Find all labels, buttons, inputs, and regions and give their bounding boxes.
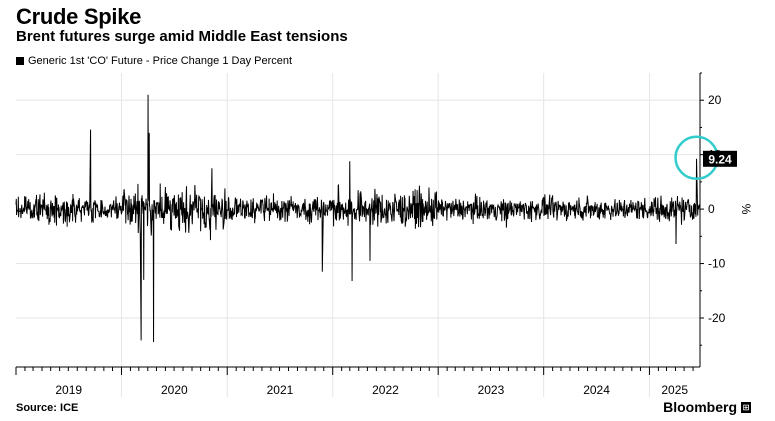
x-year-label: 2022 (372, 383, 399, 397)
legend-label: Generic 1st 'CO' Future - Price Change 1… (28, 55, 293, 67)
y-tick-label: -20 (708, 311, 726, 325)
y-tick-label: -10 (708, 257, 726, 271)
brand-logo: Bloomberg ⊞ (663, 399, 751, 415)
labels-layer: 20100-10-202019202020212022202320242025%… (55, 93, 753, 397)
y-tick-label: 20 (708, 93, 722, 107)
x-year-label: 2019 (55, 383, 82, 397)
grid-layer (16, 73, 700, 397)
last-value-callout-label: 9.24 (708, 152, 732, 166)
axes-layer (15, 72, 704, 375)
x-year-label: 2024 (583, 383, 610, 397)
chart-title: Crude Spike (16, 4, 142, 29)
x-year-label: 2020 (161, 383, 188, 397)
x-year-label: 2023 (478, 383, 505, 397)
x-year-label: 2021 (267, 383, 294, 397)
source-note: Source: ICE (16, 402, 79, 414)
chart-legend: Generic 1st 'CO' Future - Price Change 1… (16, 55, 292, 67)
legend-swatch (16, 57, 24, 65)
last-value-callout-bg (703, 150, 737, 167)
bloomberg-terminal-icon: ⊞ (741, 401, 751, 413)
price-change-series-line (15, 94, 701, 342)
y-axis-unit-label: % (739, 204, 753, 215)
chart-subtitle: Brent futures surge amid Middle East ten… (16, 28, 348, 45)
x-year-label: 2025 (661, 383, 688, 397)
brand-name: Bloomberg (663, 399, 737, 415)
y-tick-label: 0 (708, 202, 715, 216)
